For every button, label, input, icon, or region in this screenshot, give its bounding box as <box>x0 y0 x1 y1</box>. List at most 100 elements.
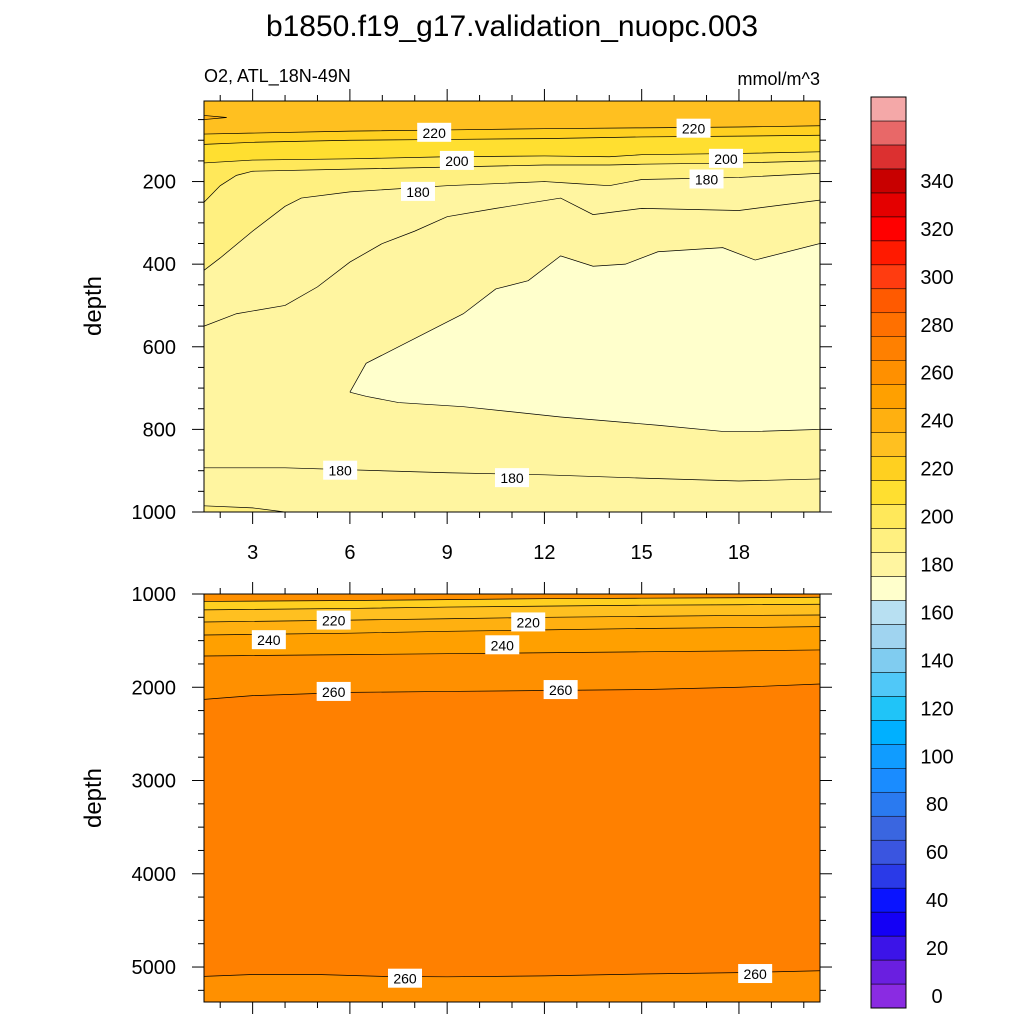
contour-label: 260 <box>543 680 578 700</box>
colorbar-label: 240 <box>920 411 953 433</box>
y-tick-label: 800 <box>143 419 176 441</box>
contour-label-text: 220 <box>423 125 447 141</box>
colorbar-swatch <box>870 312 907 337</box>
colorbar-swatch <box>870 120 907 146</box>
colorbar-swatch <box>870 216 907 242</box>
x-tick-label: 18 <box>728 542 750 564</box>
colorbar-label: 20 <box>926 938 948 960</box>
colorbar-label: 320 <box>920 219 953 241</box>
contour-label-text: 180 <box>695 171 719 187</box>
colorbar-swatch <box>870 96 907 122</box>
x-tick-label: 12 <box>533 542 555 564</box>
colorbar-label: 100 <box>920 746 953 768</box>
colorbar-swatch <box>870 168 907 194</box>
contour-line-220 <box>204 125 820 135</box>
colorbar-label: 120 <box>920 698 953 720</box>
colorbar-swatch <box>870 432 907 457</box>
colorbar-label: 80 <box>926 794 948 816</box>
figure-title: b1850.f19_g17.validation_nuopc.003 <box>266 10 758 43</box>
contour-label: 180 <box>400 181 435 201</box>
contour-fill-area: 220 220 200 200 180 180 180 180 <box>204 101 820 512</box>
colorbar-label: 220 <box>920 459 953 481</box>
colorbar-swatch <box>870 911 907 937</box>
colorbar-swatch <box>870 863 907 889</box>
colorbar-swatch <box>870 887 907 913</box>
colorbar-swatch <box>870 504 907 529</box>
contour-label: 260 <box>738 964 773 984</box>
contour-label-text: 260 <box>549 682 573 698</box>
contour-line-200 <box>204 151 820 164</box>
colorbar-swatch <box>870 336 907 361</box>
y-tick-label: 3000 <box>132 771 177 793</box>
colorbar-label: 60 <box>926 842 948 864</box>
surface-patch <box>204 115 227 120</box>
contour-line-210 <box>204 134 820 145</box>
band-fill-260 <box>204 683 820 1002</box>
contour-label-text: 240 <box>491 637 515 653</box>
contour-label-text: 220 <box>517 614 541 630</box>
colorbar-label: 0 <box>931 986 942 1008</box>
x-tick-label: 3 <box>247 542 258 564</box>
x-tick-label: 15 <box>631 542 653 564</box>
contour-label-text: 220 <box>322 613 346 629</box>
colorbar-swatch <box>870 528 907 553</box>
y-tick-label: 1000 <box>132 584 177 606</box>
contour-line-210 <box>204 596 820 602</box>
colorbar-swatch <box>870 983 907 1009</box>
colorbar-frame <box>870 96 907 1009</box>
colorbar-swatch <box>870 576 907 601</box>
contour-label: 260 <box>316 681 351 701</box>
y-tick-label: 5000 <box>132 957 177 979</box>
colorbar-label: 260 <box>920 363 953 385</box>
contour-label: 240 <box>485 635 520 655</box>
contour-label-text: 200 <box>714 151 738 167</box>
band-fill-220 <box>204 101 820 135</box>
colorbar-label: 140 <box>920 650 953 672</box>
contour-label-text: 260 <box>322 684 346 700</box>
colorbar-swatch <box>870 839 907 865</box>
contour-line-160 <box>349 243 820 432</box>
colorbar-swatch <box>870 360 907 385</box>
colorbar-swatch <box>870 696 907 721</box>
contour-line-260 <box>204 683 820 700</box>
contour-line-220 <box>204 603 820 611</box>
x-tick-label: 6 <box>344 542 355 564</box>
contour-label-text: 180 <box>500 470 524 486</box>
contour-line-230 <box>204 115 227 120</box>
upper-y-axis-label: depth <box>80 276 107 336</box>
colorbar-label: 300 <box>920 267 953 289</box>
colorbar-swatch <box>870 288 907 314</box>
y-tick-label: 400 <box>143 254 176 276</box>
deep-band-fill-2 <box>204 505 286 512</box>
contour-line-260 <box>204 970 820 978</box>
panel-units-label: mmol/m^3 <box>738 69 820 89</box>
colorbar-swatch <box>870 384 907 409</box>
colorbar-swatch <box>870 192 907 218</box>
colorbar-label: 200 <box>920 507 953 529</box>
y-tick-label: 600 <box>143 337 176 359</box>
colorbar-swatch <box>870 648 907 673</box>
contour-label-text: 220 <box>682 121 706 137</box>
contour-line-180 <box>204 172 820 271</box>
colorbar-swatch <box>870 935 907 961</box>
bottom-band-fill <box>204 970 820 1002</box>
contour-label-text: 180 <box>406 184 430 200</box>
contour-label: 200 <box>439 150 474 170</box>
y-tick-label: 1000 <box>132 502 177 524</box>
colorbar-swatch <box>870 815 907 841</box>
colorbar-swatch <box>870 720 907 745</box>
contour-line-170 <box>204 197 820 327</box>
lower-y-axis-label: depth <box>80 768 107 828</box>
contour-label-text: 260 <box>393 971 417 987</box>
colorbar-swatch <box>870 144 907 170</box>
contour-label: 180 <box>689 169 724 189</box>
low-oxygen-core <box>349 243 820 432</box>
colorbar: 0 20 40 60 80 100 120 140 160 180 200 220 240 260 280 3… <box>870 96 954 1009</box>
contour-label: 240 <box>251 630 286 650</box>
colorbar-swatch <box>870 552 907 577</box>
contour-label: 220 <box>511 612 546 632</box>
colorbar-label: 160 <box>920 602 953 624</box>
contour-label: 200 <box>708 148 743 168</box>
